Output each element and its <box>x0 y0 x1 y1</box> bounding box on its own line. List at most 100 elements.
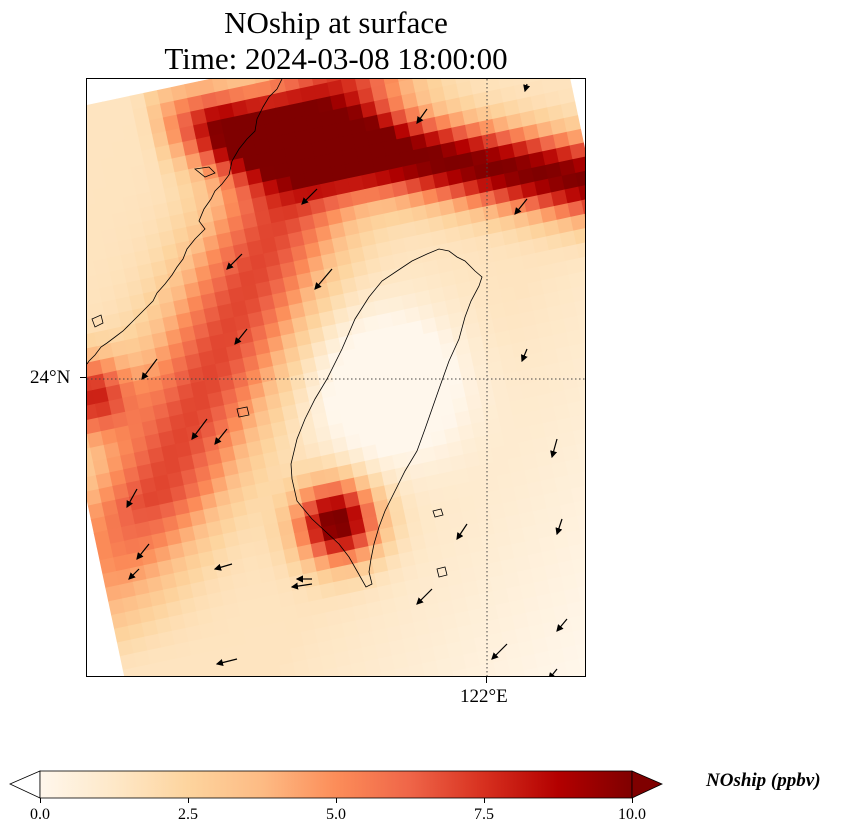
grid-cell <box>140 548 158 566</box>
grid-cell <box>184 81 202 99</box>
grid-cell <box>415 361 433 379</box>
grid-cell <box>237 198 256 216</box>
grid-cell <box>519 310 537 328</box>
grid-cell <box>443 426 462 445</box>
grid-cell <box>253 338 271 356</box>
grid-cell <box>533 579 551 597</box>
grid-cell <box>308 126 326 144</box>
grid-cell <box>440 613 458 631</box>
grid-cell <box>87 332 98 350</box>
grid-cell <box>168 141 186 160</box>
grid-cell <box>502 500 520 518</box>
grid-cell <box>253 538 271 557</box>
grid-cell <box>518 439 536 457</box>
grid-cell <box>375 441 393 459</box>
grid-cell <box>435 185 453 203</box>
grid-cell <box>539 606 557 625</box>
grid-cell <box>399 150 417 168</box>
grid-cell <box>213 418 231 436</box>
grid-cell <box>210 404 228 423</box>
grid-cell <box>391 380 409 399</box>
grid-cell <box>571 557 585 575</box>
grid-cell <box>311 340 329 358</box>
grid-cell <box>210 204 228 222</box>
grid-cell <box>159 100 178 119</box>
grid-cell <box>454 138 472 156</box>
grid-cell <box>209 333 227 351</box>
grid-cell <box>541 549 559 567</box>
grid-cell <box>167 471 185 489</box>
grid-cell <box>185 152 203 170</box>
grid-cell <box>431 501 449 519</box>
grid-cell <box>465 193 484 211</box>
grid-cell <box>419 646 437 665</box>
grid-cell <box>517 568 535 587</box>
grid-cell <box>575 441 585 460</box>
grid-cell <box>133 378 151 396</box>
grid-cell <box>361 644 379 663</box>
grid-cell <box>229 157 247 175</box>
grid-cell <box>421 589 439 607</box>
grid-cell <box>264 321 282 340</box>
grid-cell <box>124 136 142 155</box>
grid-cell <box>131 507 150 525</box>
grid-cell <box>363 587 381 605</box>
grid-cell <box>312 483 331 501</box>
grid-cell <box>198 149 217 168</box>
grid-cell <box>460 437 478 455</box>
grid-cell <box>87 260 97 279</box>
grid-cell <box>328 150 346 169</box>
grid-cell <box>253 610 272 628</box>
grid-cell <box>487 360 505 378</box>
grid-cell <box>182 410 201 429</box>
grid-cell <box>472 91 491 109</box>
grid-cell <box>329 494 347 512</box>
map-panel[interactable] <box>86 78 586 677</box>
grid-cell <box>171 155 189 173</box>
grid-cell <box>489 302 507 321</box>
grid-cell <box>486 289 504 307</box>
grid-cell <box>115 95 134 114</box>
grid-cell <box>316 568 334 586</box>
grid-cell <box>486 560 505 579</box>
grid-cell <box>426 344 444 362</box>
grid-cell <box>462 580 480 598</box>
grid-cell <box>573 499 585 517</box>
grid-cell <box>452 467 470 486</box>
grid-cell <box>87 431 105 449</box>
grid-cell <box>463 451 481 469</box>
grid-cell <box>333 378 351 397</box>
grid-cell <box>404 306 422 324</box>
grid-cell <box>547 376 565 394</box>
grid-cell <box>214 89 233 107</box>
grid-cell <box>522 596 541 614</box>
grid-cell <box>202 635 220 654</box>
grid-cell <box>170 485 188 503</box>
grid-cell <box>519 582 538 600</box>
grid-cell <box>387 496 405 514</box>
grid-cell <box>226 616 244 634</box>
colorbar-tick <box>632 798 633 803</box>
grid-cell <box>543 219 561 238</box>
lon-tick <box>486 677 487 683</box>
grid-cell <box>87 288 103 306</box>
grid-cell <box>305 313 323 331</box>
grid-cell <box>141 147 159 165</box>
grid-cell <box>572 428 585 446</box>
grid-cell <box>366 400 385 418</box>
grid-cell <box>163 386 181 404</box>
grid-cell <box>90 516 109 534</box>
grid-cell <box>452 196 470 214</box>
grid-cell <box>492 588 510 606</box>
grid-cell <box>533 379 552 397</box>
grid-cell <box>283 79 301 92</box>
grid-cell <box>555 546 573 564</box>
grid-cell <box>223 402 242 420</box>
grid-cell <box>184 553 202 571</box>
grid-cell <box>372 155 390 174</box>
grid-cell <box>87 376 93 394</box>
grid-cell <box>548 648 566 666</box>
grid-cell <box>375 641 393 660</box>
grid-cell <box>308 326 326 345</box>
grid-cell <box>292 659 311 676</box>
